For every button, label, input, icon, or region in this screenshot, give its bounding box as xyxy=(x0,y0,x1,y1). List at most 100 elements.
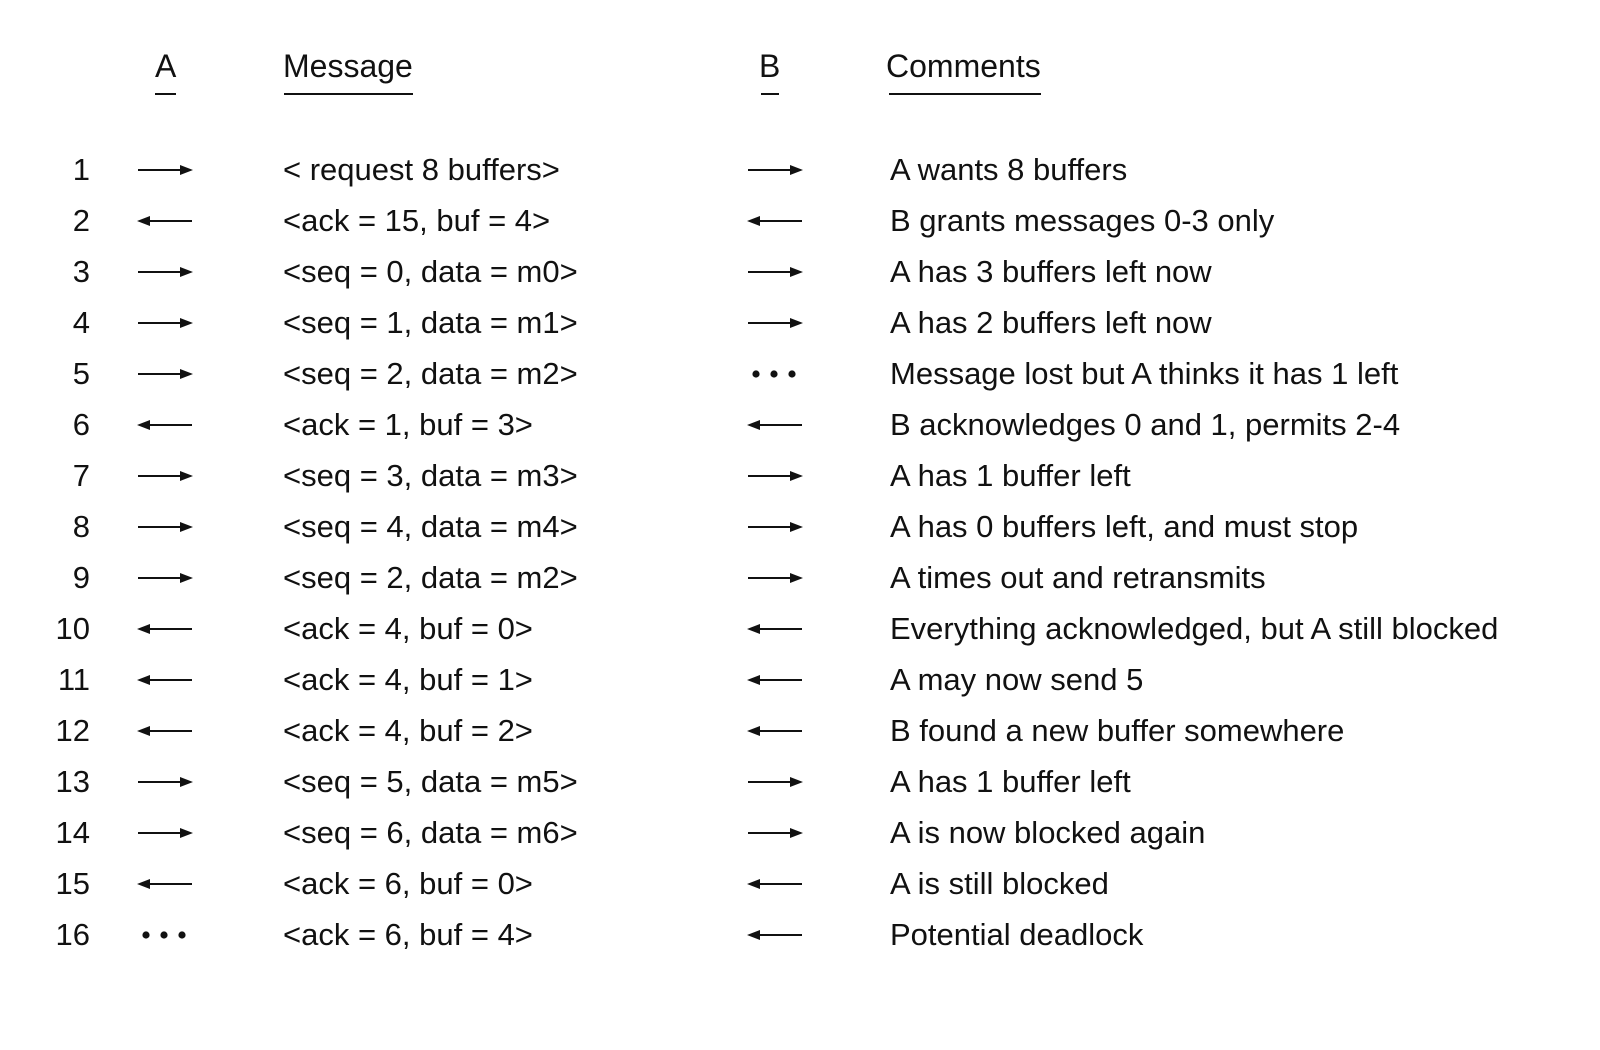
b-arrow-right-icon xyxy=(745,450,805,501)
table-row: 15 <ack = 6, buf = 0> A is still blocked xyxy=(0,858,1600,909)
comment-text: A has 0 buffers left, and must stop xyxy=(890,509,1359,544)
header-b: B xyxy=(759,46,781,95)
message-text: <ack = 4, buf = 2> xyxy=(283,713,533,748)
a-arrow-left-icon xyxy=(135,858,195,909)
comment-text: A has 3 buffers left now xyxy=(890,254,1212,289)
step-number: 14 xyxy=(55,815,90,850)
b-arrow-left-icon xyxy=(745,654,805,705)
table-row: 13 <seq = 5, data = m5> A has 1 buffer lef… xyxy=(0,756,1600,807)
a-arrow-left-icon xyxy=(135,195,195,246)
b-arrow-right-icon xyxy=(745,756,805,807)
message-text: <seq = 4, data = m4> xyxy=(283,509,578,544)
b-arrow-right-icon xyxy=(745,552,805,603)
table-row: 9 <seq = 2, data = m2> A times out and ret… xyxy=(0,552,1600,603)
comment-text: Message lost but A thinks it has 1 left xyxy=(890,356,1399,391)
a-arrow-right-icon xyxy=(135,756,195,807)
step-number: 12 xyxy=(55,713,90,748)
message-text: <seq = 6, data = m6> xyxy=(283,815,578,850)
message-text: <seq = 2, data = m2> xyxy=(283,560,578,595)
message-text: <seq = 2, data = m2> xyxy=(283,356,578,391)
step-number: 1 xyxy=(72,152,90,187)
b-arrow-left-icon xyxy=(745,603,805,654)
comment-text: A has 1 buffer left xyxy=(890,764,1131,799)
comment-text: B acknowledges 0 and 1, permits 2-4 xyxy=(890,407,1401,442)
b-arrow-right-icon xyxy=(745,501,805,552)
message-text: <seq = 3, data = m3> xyxy=(283,458,578,493)
a-arrow-right-icon xyxy=(135,450,195,501)
step-number: 7 xyxy=(72,458,90,493)
a-arrow-right-icon xyxy=(135,144,195,195)
b-arrow-left-icon xyxy=(745,909,805,960)
header-message-label: Message xyxy=(283,48,413,84)
b-arrow-right-icon xyxy=(745,246,805,297)
b-arrow-right-icon xyxy=(745,807,805,858)
b-arrow-left-icon xyxy=(745,705,805,756)
message-text: < request 8 buffers> xyxy=(283,152,560,187)
message-text: <ack = 6, buf = 4> xyxy=(283,917,533,952)
step-number: 2 xyxy=(72,203,90,238)
table-row: 7 <seq = 3, data = m3> A has 1 buffer left xyxy=(0,450,1600,501)
comment-text: A has 1 buffer left xyxy=(890,458,1131,493)
step-number: 6 xyxy=(72,407,90,442)
table-row: 4 <seq = 1, data = m1> A has 2 buffers lef… xyxy=(0,297,1600,348)
step-number: 5 xyxy=(72,356,90,391)
table-row: 8 <seq = 4, data = m4> A has 0 buffers lef… xyxy=(0,501,1600,552)
a-arrow-right-icon xyxy=(135,297,195,348)
a-arrow-right-icon xyxy=(135,552,195,603)
step-number: 10 xyxy=(55,611,90,646)
table-row: 1 < request 8 buffers> A wants 8 buffers xyxy=(0,144,1600,195)
step-number: 3 xyxy=(72,254,90,289)
message-text: <seq = 5, data = m5> xyxy=(283,764,578,799)
comment-text: A may now send 5 xyxy=(890,662,1144,697)
header-b-label: B xyxy=(759,48,781,84)
b-arrow-right-icon xyxy=(745,144,805,195)
table-row: 6 <ack = 1, buf = 3> B acknowledges 0 and … xyxy=(0,399,1600,450)
a-arrow-right-icon xyxy=(135,807,195,858)
header-a-underline xyxy=(155,93,176,95)
a-lost-dots-icon xyxy=(135,909,195,960)
header-comments-underline xyxy=(889,93,1041,95)
message-text: <ack = 4, buf = 0> xyxy=(283,611,533,646)
a-arrow-right-icon xyxy=(135,348,195,399)
b-arrow-left-icon xyxy=(745,858,805,909)
header-comments-label: Comments xyxy=(886,48,1041,84)
b-arrow-left-icon xyxy=(745,195,805,246)
table-row: 10 <ack = 4, buf = 0> Everything acknowled… xyxy=(0,603,1600,654)
step-number: 11 xyxy=(57,662,90,697)
comment-text: A is now blocked again xyxy=(890,815,1206,850)
a-arrow-right-icon xyxy=(135,246,195,297)
step-number: 16 xyxy=(55,917,90,952)
header-a: A xyxy=(155,46,177,95)
comment-text: A wants 8 buffers xyxy=(890,152,1128,187)
comment-text: Everything acknowledged, but A still blo… xyxy=(890,611,1499,646)
comment-text: A has 2 buffers left now xyxy=(890,305,1212,340)
comment-text: B found a new buffer somewhere xyxy=(890,713,1345,748)
b-arrow-right-icon xyxy=(745,297,805,348)
a-arrow-left-icon xyxy=(135,705,195,756)
a-arrow-right-icon xyxy=(135,501,195,552)
comment-text: B grants messages 0-3 only xyxy=(890,203,1275,238)
message-text: <ack = 1, buf = 3> xyxy=(283,407,533,442)
header-a-label: A xyxy=(155,48,177,84)
a-arrow-left-icon xyxy=(135,399,195,450)
step-number: 15 xyxy=(55,866,90,901)
message-text: <ack = 4, buf = 1> xyxy=(283,662,533,697)
header-b-underline xyxy=(761,93,779,95)
a-arrow-left-icon xyxy=(135,603,195,654)
comment-text: A times out and retransmits xyxy=(890,560,1266,595)
table-row: 14 <seq = 6, data = m6> A is now blocked a… xyxy=(0,807,1600,858)
comment-text: Potential deadlock xyxy=(890,917,1144,952)
table-row: 12 <ack = 4, buf = 2> B found a new buffer… xyxy=(0,705,1600,756)
table-row: 3 <seq = 0, data = m0> A has 3 buffers lef… xyxy=(0,246,1600,297)
message-text: <ack = 15, buf = 4> xyxy=(283,203,551,238)
table-row: 16 <ack = 6, buf = 4> Potential deadlock xyxy=(0,909,1600,960)
header-comments: Comments xyxy=(886,46,1041,95)
step-number: 13 xyxy=(55,764,90,799)
table-row: 11 <ack = 4, buf = 1> A may now send 5 xyxy=(0,654,1600,705)
header-message: Message xyxy=(283,46,413,95)
table-row: 5 <seq = 2, data = m2> Message lost but A … xyxy=(0,348,1600,399)
table-row: 2 <ack = 15, buf = 4> B grants messages 0-… xyxy=(0,195,1600,246)
comment-text: A is still blocked xyxy=(890,866,1109,901)
step-number: 8 xyxy=(72,509,90,544)
